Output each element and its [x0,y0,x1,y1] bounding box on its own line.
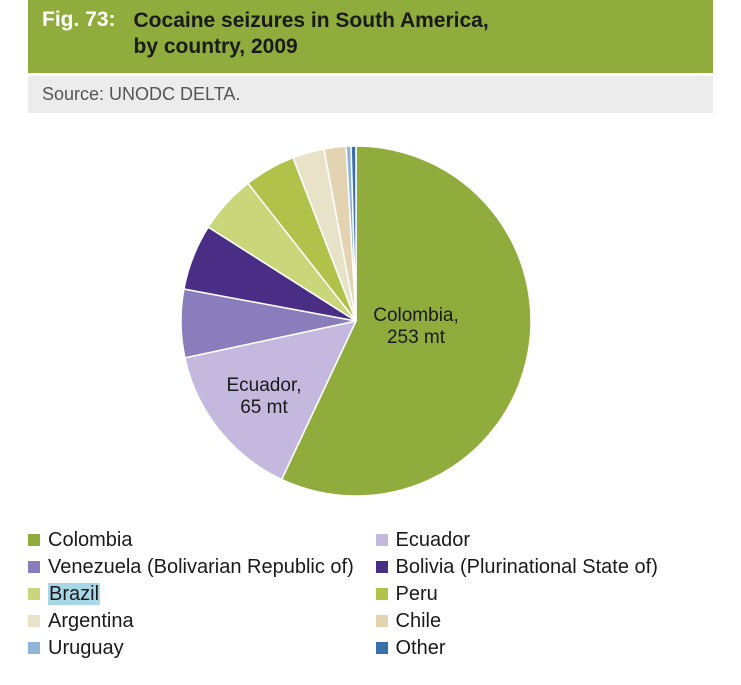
legend-swatch [376,588,388,600]
legend-label: Bolivia (Plurinational State of) [396,556,658,579]
legend-label-highlighted: Brazil [48,583,100,605]
slice-label: Colombia, [373,305,459,326]
legend-label: Chile [396,610,442,633]
slice-label: 253 mt [386,327,445,348]
legend-item: Argentina [28,610,366,633]
legend-item: Chile [376,610,714,633]
legend-item: Other [376,637,714,660]
legend-swatch [28,642,40,654]
pie-chart: Colombia,253 mt Ecuador,65 mt [156,131,586,511]
legend-swatch [376,615,388,627]
legend-swatch [28,588,40,600]
legend-label: Argentina [48,610,134,633]
slice-label: Ecuador, [226,375,301,396]
source-line: Source: UNODC DELTA. [28,76,713,113]
legend-label: Venezuela (Bolivarian Republic of) [48,556,354,579]
figure-header: Fig. 73: Cocaine seizures in South Ameri… [28,0,713,73]
figure-title-line1: Cocaine seizures in South America, [134,9,489,32]
legend-item: Colombia [28,529,366,552]
legend-swatch [28,534,40,546]
legend-label: Colombia [48,529,132,552]
figure-number: Fig. 73: [42,8,116,32]
legend-swatch [28,561,40,573]
legend-item: Ecuador [376,529,714,552]
legend-swatch [376,561,388,573]
pie-chart-container: Colombia,253 mt Ecuador,65 mt [28,131,713,511]
figure-title: Cocaine seizures in South America, by co… [134,8,489,61]
legend-label: Other [396,637,446,660]
legend-item: Bolivia (Plurinational State of) [376,556,714,579]
legend-label: Ecuador [396,529,471,552]
legend-swatch [376,534,388,546]
slice-label: 65 mt [240,397,288,418]
legend-item: Uruguay [28,637,366,660]
figure-title-line2: by country, 2009 [134,35,298,58]
legend-label: Brazil [48,583,100,606]
legend-label: Peru [396,583,438,606]
legend-swatch [28,615,40,627]
legend-item: Peru [376,583,714,606]
legend-item: Venezuela (Bolivarian Republic of) [28,556,366,579]
legend-item: Brazil [28,583,366,606]
legend-swatch [376,642,388,654]
legend: Colombia Ecuador Venezuela (Bolivarian Rep… [28,529,713,660]
legend-label: Uruguay [48,637,124,660]
